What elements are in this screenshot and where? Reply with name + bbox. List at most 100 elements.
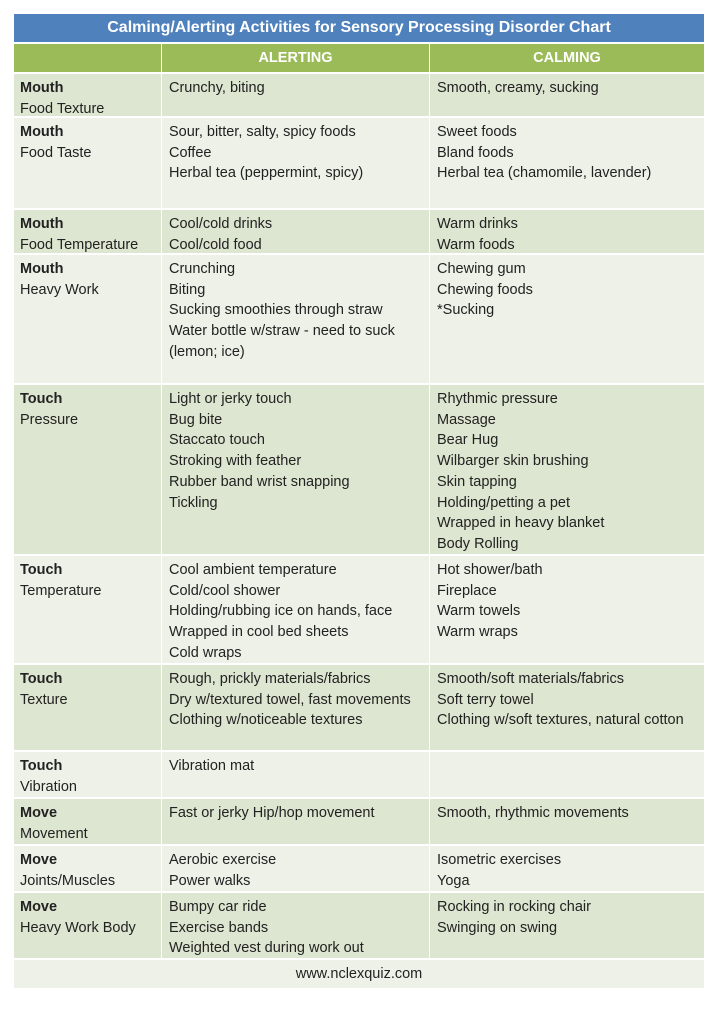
- category-label: Touch: [20, 671, 63, 687]
- calming-cell: Warm drinks Warm foods: [430, 210, 704, 253]
- alerting-item: Tickling: [169, 494, 218, 511]
- calming-item: Fireplace: [437, 582, 497, 599]
- alerting-item: Crunching: [169, 261, 236, 277]
- subcategory-label: Food Taste: [20, 144, 92, 161]
- alerting-cell: Crunchy, biting: [162, 74, 430, 116]
- table-row: Move Heavy Work Body Bumpy car ride Exercis…: [14, 891, 704, 958]
- calming-item: Warm wraps: [437, 624, 518, 641]
- subcategory-label: Pressure: [20, 411, 79, 428]
- category-cell: Move Joints/Muscles: [14, 846, 162, 891]
- subcategory-label: Movement: [20, 825, 88, 842]
- calming-item: Chewing foods: [437, 281, 533, 298]
- alerting-cell: Light or jerky touch Bug bite Staccato tou…: [162, 385, 430, 554]
- category-cell: Touch Temperature: [14, 556, 162, 663]
- alerting-item: Exercise bands: [169, 919, 269, 936]
- alerting-cell: Cool ambient temperature Cold/cool shower…: [162, 556, 430, 663]
- calming-cell: Smooth/soft materials/fabrics Soft terry …: [430, 665, 704, 750]
- calming-cell: Hot shower/bath Fireplace Warm towels Warm …: [430, 556, 704, 663]
- alerting-item: Clothing w/noticeable textures: [169, 712, 363, 729]
- alerting-item: Light or jerky touch: [169, 391, 292, 407]
- header-alerting: ALERTING: [162, 44, 430, 72]
- subcategory-label: Vibration: [20, 778, 77, 795]
- alerting-cell: Bumpy car ride Exercise bands Weighted ves…: [162, 893, 430, 958]
- calming-item: Warm foods: [437, 236, 515, 253]
- table-row: Move Movement Fast or jerky Hip/hop moveme…: [14, 797, 704, 844]
- alerting-cell: Rough, prickly materials/fabrics Dry w/te…: [162, 665, 430, 750]
- subcategory-label: Joints/Muscles: [20, 872, 116, 889]
- alerting-item: Sucking smoothies through straw: [169, 302, 383, 319]
- calming-item: Warm towels: [437, 603, 521, 620]
- alerting-cell: Cool/cold drinks Cool/cold food: [162, 210, 430, 253]
- category-cell: Mouth Food Taste: [14, 118, 162, 208]
- alerting-item: Power walks: [169, 872, 251, 889]
- category-label: Mouth: [20, 261, 64, 277]
- calming-item: Sweet foods: [437, 124, 517, 140]
- category-cell: Mouth Heavy Work: [14, 255, 162, 383]
- calming-cell: Isometric exercises Yoga: [430, 846, 704, 891]
- subcategory-label: Food Temperature: [20, 236, 139, 253]
- calming-item: Smooth/soft materials/fabrics: [437, 671, 624, 687]
- alerting-cell: Fast or jerky Hip/hop movement: [162, 799, 430, 844]
- alerting-item: Biting: [169, 281, 206, 298]
- alerting-cell: Aerobic exercise Power walks: [162, 846, 430, 891]
- alerting-item: Cold wraps: [169, 644, 242, 661]
- alerting-item: Fast or jerky Hip/hop movement: [169, 805, 375, 821]
- table-body: Mouth Food Texture Crunchy, biting Smooth, …: [14, 72, 704, 958]
- alerting-item: Bug bite: [169, 411, 223, 428]
- subcategory-label: Heavy Work: [20, 281, 99, 298]
- header-category: [14, 44, 162, 72]
- alerting-item: Dry w/textured towel, fast movements: [169, 691, 411, 708]
- calming-item: Skin tapping: [437, 473, 517, 490]
- alerting-item: Cool/cold drinks: [169, 216, 273, 232]
- table-row: Mouth Food Texture Crunchy, biting Smooth, …: [14, 72, 704, 117]
- alerting-item: Rough, prickly materials/fabrics: [169, 671, 371, 687]
- calming-item: Clothing w/soft textures, natural cotton: [437, 712, 684, 729]
- alerting-cell: Vibration mat: [162, 752, 430, 797]
- calming-item: *Sucking: [437, 302, 495, 319]
- subcategory-label: Temperature: [20, 582, 102, 599]
- header-calming: CALMING: [533, 50, 601, 66]
- table-title: Calming/Alerting Activities for Sensory …: [14, 14, 704, 42]
- alerting-item: Staccato touch: [169, 432, 265, 449]
- alerting-item: Crunchy, biting: [169, 80, 265, 96]
- category-label: Move: [20, 899, 58, 915]
- footer-url: www.nclexquiz.com: [14, 958, 704, 988]
- category-label: Mouth: [20, 80, 64, 96]
- alerting-item: Cool/cold food: [169, 236, 262, 253]
- table-row: Mouth Heavy Work Crunching Biting Sucking sm…: [14, 253, 704, 383]
- table-row: Touch Texture Rough, prickly materials/fab…: [14, 663, 704, 750]
- calming-item: Body Rolling: [437, 535, 519, 552]
- category-cell: Touch Pressure: [14, 385, 162, 554]
- calming-item: Massage: [437, 411, 496, 428]
- category-label: Mouth: [20, 124, 64, 140]
- calming-item: Wilbarger skin brushing: [437, 453, 589, 470]
- calming-item: Rhythmic pressure: [437, 391, 558, 407]
- category-cell: Move Movement: [14, 799, 162, 844]
- calming-item: Soft terry towel: [437, 691, 534, 708]
- calming-cell: Sweet foods Bland foods Herbal tea (chamom…: [430, 118, 704, 208]
- alerting-item: Sour, bitter, salty, spicy foods: [169, 124, 356, 140]
- calming-item: Yoga: [437, 872, 470, 889]
- category-label: Move: [20, 852, 58, 868]
- calming-item: Isometric exercises: [437, 852, 562, 868]
- calming-item: Holding/petting a pet: [437, 494, 571, 511]
- calming-cell: Smooth, rhythmic movements: [430, 799, 704, 844]
- table-row: Touch Pressure Light or jerky touch Bug bit…: [14, 383, 704, 554]
- table-row: Mouth Food Temperature Cool/cold drinks Coo…: [14, 208, 704, 253]
- alerting-item: Aerobic exercise: [169, 852, 277, 868]
- calming-item: Hot shower/bath: [437, 562, 543, 578]
- subcategory-label: Food Texture: [20, 100, 105, 117]
- category-cell: Move Heavy Work Body: [14, 893, 162, 958]
- calming-item: Swinging on swing: [437, 919, 558, 936]
- alerting-item: Rubber band wrist snapping: [169, 473, 350, 490]
- alerting-item: Cool ambient temperature: [169, 562, 337, 578]
- calming-item: Warm drinks: [437, 216, 518, 232]
- calming-item: Rocking in rocking chair: [437, 899, 591, 915]
- calming-cell: Rhythmic pressure Massage Bear Hug Wilbarge…: [430, 385, 704, 554]
- category-label: Touch: [20, 758, 63, 774]
- alerting-item: Vibration mat: [169, 758, 255, 774]
- activities-table: Calming/Alerting Activities for Sensory …: [14, 14, 704, 988]
- alerting-item: Bumpy car ride: [169, 899, 267, 915]
- category-label: Touch: [20, 391, 63, 407]
- calming-item: Smooth, rhythmic movements: [437, 805, 629, 821]
